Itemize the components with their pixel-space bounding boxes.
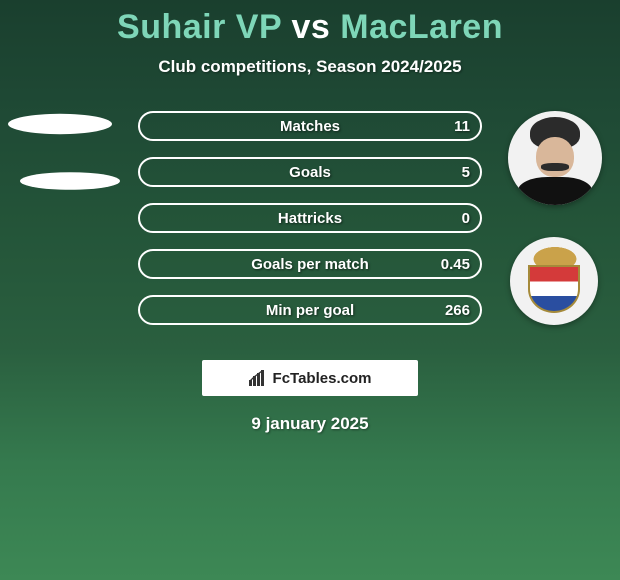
avatar-shirt	[518, 177, 592, 205]
player2-club-badge	[510, 237, 598, 325]
stat-label: Min per goal	[140, 302, 480, 319]
badge-crest-icon	[528, 265, 580, 313]
stat-label: Goals	[140, 164, 480, 181]
brand-box: FcTables.com	[202, 360, 418, 396]
subtitle: Club competitions, Season 2024/2025	[0, 57, 620, 77]
avatar-moustache	[541, 163, 569, 171]
stat-row-min-per-goal: Min per goal 266	[138, 295, 482, 325]
stat-label: Matches	[140, 118, 480, 135]
avatar-face	[536, 137, 574, 177]
brand-text: FcTables.com	[273, 370, 372, 387]
stat-value: 0.45	[441, 256, 470, 273]
title-player2: MacLaren	[340, 8, 503, 46]
stat-value: 266	[445, 302, 470, 319]
comparison-stage: Matches 11 Goals 5 Hattricks 0 Goals per…	[0, 107, 620, 342]
stat-label: Hattricks	[140, 210, 480, 227]
stat-value: 5	[462, 164, 470, 181]
stat-row-matches: Matches 11	[138, 111, 482, 141]
stat-value: 11	[454, 118, 470, 135]
player1-club-badge	[20, 172, 120, 190]
title-player1: Suhair VP	[117, 8, 282, 46]
bar-chart-icon	[249, 370, 267, 386]
player2-avatar	[508, 111, 602, 205]
title-vs: vs	[291, 8, 330, 46]
stat-row-hattricks: Hattricks 0	[138, 203, 482, 233]
player1-avatar	[8, 114, 112, 134]
page-title: Suhair VP vs MacLaren	[0, 0, 620, 47]
stat-value: 0	[462, 210, 470, 227]
stat-row-goals-per-match: Goals per match 0.45	[138, 249, 482, 279]
stat-row-goals: Goals 5	[138, 157, 482, 187]
stats-bars: Matches 11 Goals 5 Hattricks 0 Goals per…	[138, 111, 482, 341]
stat-label: Goals per match	[140, 256, 480, 273]
date-text: 9 january 2025	[0, 414, 620, 434]
